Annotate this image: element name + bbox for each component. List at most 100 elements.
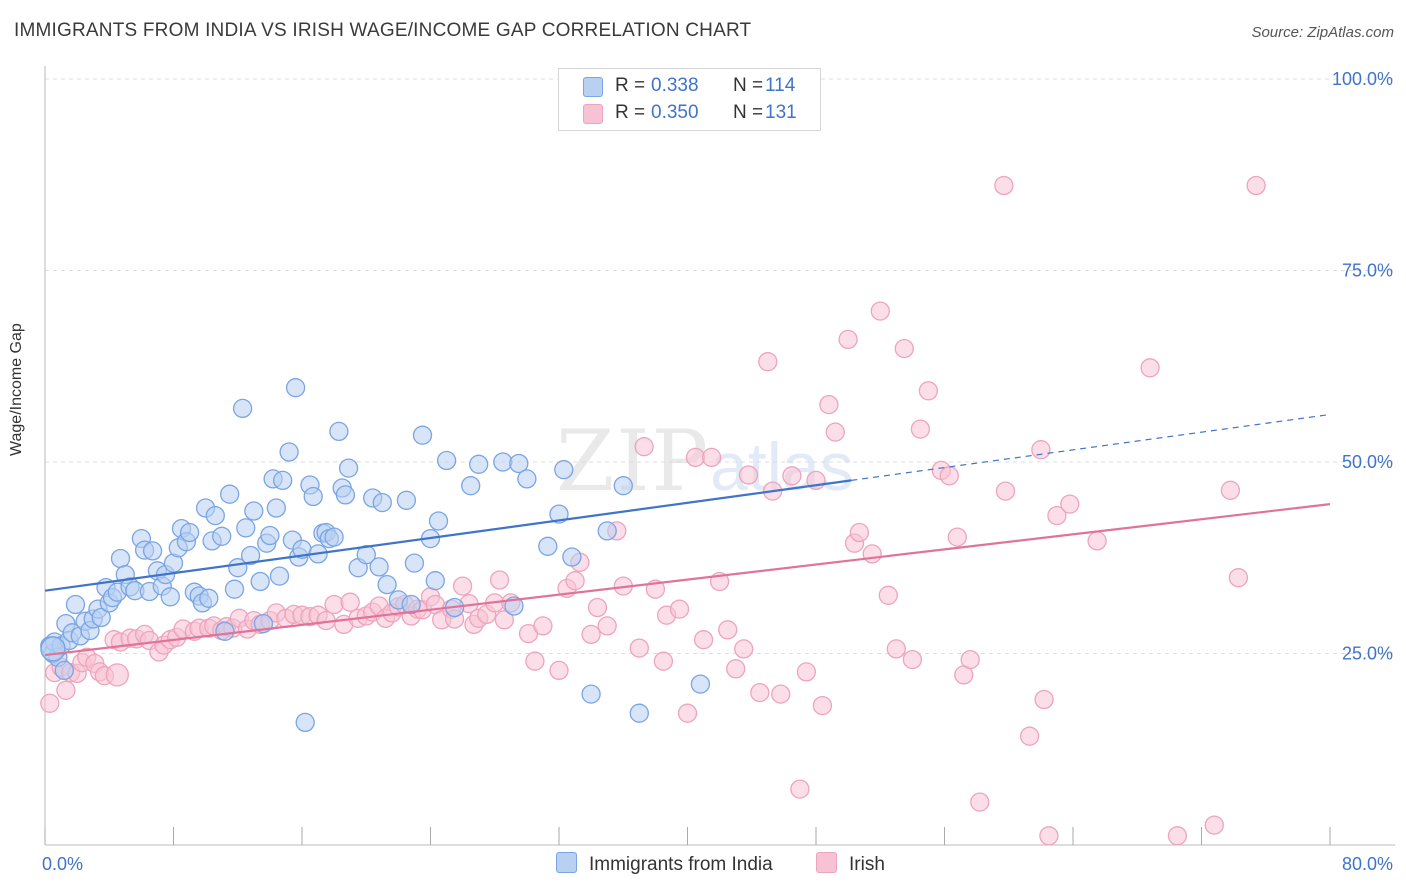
- india-point: [160, 587, 180, 607]
- irish-point: [56, 680, 76, 700]
- y-tick-label: 25.0%: [1342, 644, 1393, 664]
- india-point: [236, 518, 256, 538]
- irish-point: [734, 639, 754, 659]
- irish-point: [862, 544, 882, 564]
- irish-point: [1039, 826, 1059, 846]
- irish-point: [533, 616, 553, 636]
- irish-trendline: [44, 503, 1331, 657]
- india-point: [428, 511, 449, 531]
- irish-point: [1060, 494, 1080, 514]
- irish-point: [105, 663, 129, 687]
- irish-point: [750, 682, 770, 703]
- india-point: [329, 421, 349, 442]
- irish-point: [790, 779, 810, 799]
- india-point: [65, 594, 86, 615]
- irish-point: [758, 352, 778, 372]
- irish-point: [494, 610, 515, 630]
- bottom-legend-label-india: Immigrants from India: [589, 854, 773, 875]
- legend-r-label: R =: [615, 75, 646, 96]
- irish-point: [849, 522, 870, 543]
- india-point: [401, 594, 421, 615]
- irish-point: [597, 616, 617, 636]
- india-point: [377, 574, 397, 595]
- irish-point: [1087, 531, 1107, 551]
- irish-point: [701, 447, 722, 468]
- source-label: Source: ZipAtlas.com: [1251, 24, 1394, 41]
- india-point: [562, 547, 582, 567]
- tick-labels: 25.0% 50.0% 75.0% 100.0% 0.0% 80.0%: [42, 69, 1393, 874]
- bottom-legend-india: Immigrants from India: [556, 852, 773, 876]
- india-point: [554, 460, 574, 480]
- irish-point: [939, 466, 959, 486]
- irish-point: [1031, 440, 1051, 460]
- irish-point: [726, 659, 746, 679]
- irish-point: [40, 693, 60, 713]
- irish-point: [1246, 175, 1266, 196]
- india-points: [40, 378, 711, 733]
- irish-point: [718, 620, 738, 640]
- legend-r-label: R =: [615, 102, 646, 123]
- irish-point: [669, 599, 690, 619]
- irish-point: [886, 639, 906, 659]
- irish-point: [1047, 505, 1067, 526]
- irish-point: [1204, 815, 1224, 835]
- india-trendline: [44, 479, 852, 592]
- india-point: [220, 484, 240, 504]
- irish-point: [1167, 826, 1188, 846]
- india-point: [260, 525, 280, 546]
- india-point: [295, 712, 315, 733]
- gridlines: [45, 78, 1395, 654]
- india-point: [335, 485, 356, 505]
- india-point: [244, 501, 264, 521]
- india-point: [250, 571, 270, 592]
- india-point: [279, 442, 299, 462]
- irish-points: [40, 175, 1266, 846]
- irish-point: [771, 684, 791, 704]
- irish-point: [796, 662, 817, 682]
- irish-point: [894, 338, 914, 359]
- irish-point: [629, 638, 649, 658]
- india-point: [509, 453, 529, 474]
- irish-point: [947, 527, 967, 547]
- india-point: [412, 425, 433, 445]
- watermark: ZIP atlas: [556, 412, 854, 510]
- irish-point: [340, 592, 360, 612]
- irish-point: [838, 329, 858, 350]
- irish-point: [489, 570, 510, 590]
- india-point: [40, 636, 66, 662]
- india-point: [629, 703, 649, 723]
- india-point: [581, 684, 601, 704]
- irish-point: [994, 175, 1014, 196]
- irish-point: [324, 594, 344, 615]
- irish-point: [970, 792, 990, 812]
- irish-point: [677, 703, 698, 723]
- india-point: [54, 660, 74, 681]
- x-tick-label: 0.0%: [42, 854, 83, 874]
- india-point: [469, 454, 489, 474]
- india-point: [212, 526, 232, 546]
- y-axis-label: Wage/Income Gap: [8, 323, 25, 456]
- legend-n-label: N =: [733, 75, 764, 96]
- irish-point: [995, 481, 1016, 501]
- bottom-legend-irish: Irish: [816, 852, 885, 876]
- irish-point: [452, 576, 473, 596]
- irish-point: [1140, 358, 1160, 378]
- y-tick-label: 100.0%: [1332, 69, 1393, 89]
- legend-r-value: 0.350: [651, 102, 699, 123]
- india-point: [597, 521, 617, 541]
- x-tick-label: 80.0%: [1342, 854, 1393, 874]
- irish-point: [878, 585, 898, 605]
- chart-title: IMMIGRANTS FROM INDIA VS IRISH WAGE/INCO…: [14, 20, 752, 41]
- irish-point: [587, 597, 608, 618]
- axes: [44, 66, 1395, 846]
- irish-point: [812, 695, 833, 716]
- irish-point: [565, 571, 585, 591]
- india-point: [517, 469, 537, 489]
- india-point: [404, 553, 425, 573]
- irish-point: [549, 660, 569, 681]
- irish-point: [1220, 480, 1241, 500]
- india-point: [613, 476, 633, 496]
- irish-point: [870, 301, 890, 321]
- india-point: [538, 536, 558, 556]
- trendlines: [44, 413, 1331, 657]
